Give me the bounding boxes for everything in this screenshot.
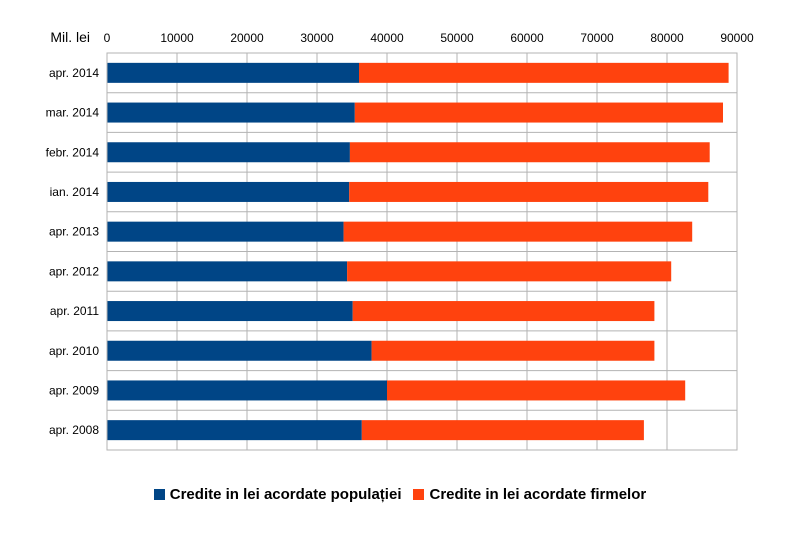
bar-firme	[361, 420, 644, 441]
bar-firme	[359, 62, 729, 83]
category-label: apr. 2009	[49, 383, 99, 397]
x-tick-label: 10000	[160, 31, 194, 45]
unit-label: Mil. lei	[50, 29, 90, 45]
x-tick-label: 0	[104, 31, 111, 45]
x-tick-label: 30000	[300, 31, 334, 45]
legend-item-firme: Credite in lei acordate firmelor	[413, 486, 646, 503]
bar-populatie	[107, 221, 344, 242]
bar-populatie	[107, 420, 362, 441]
legend-swatch-populatie	[153, 489, 165, 500]
legend-label-populatie: Credite in lei acordate populației	[169, 486, 402, 503]
category-label: apr. 2014	[49, 66, 99, 80]
bar-firme	[347, 261, 672, 282]
bar-populatie	[107, 142, 350, 163]
bar-populatie	[107, 301, 353, 322]
category-label: apr. 2010	[49, 344, 99, 358]
bar-firme	[354, 102, 723, 123]
bar-populatie	[107, 261, 348, 282]
legend: Credite in lei acordate populației Credi…	[0, 486, 800, 503]
bar-populatie	[107, 380, 387, 401]
category-labels: apr. 2014 mar. 2014 febr. 2014 ian. 2014 apr…	[46, 66, 100, 437]
x-tick-label: 70000	[580, 31, 614, 45]
legend-swatch-firme	[413, 489, 425, 500]
bar-firme	[371, 340, 655, 361]
bar-populatie	[107, 62, 359, 83]
bars	[107, 62, 729, 441]
x-tick-label: 60000	[510, 31, 544, 45]
legend-item-populatie: Credite in lei acordate populației	[153, 486, 402, 503]
plot-frame	[106, 52, 738, 451]
bar-firme	[352, 301, 655, 322]
category-label: mar. 2014	[46, 106, 100, 120]
category-label: apr. 2008	[49, 423, 99, 437]
bar-firme	[349, 142, 710, 163]
bar-populatie	[107, 340, 372, 361]
category-label: apr. 2012	[49, 264, 99, 278]
bar-firme	[387, 380, 686, 401]
x-tick-labels: 0 10000 20000 30000 40000 50000 60000 70000 8000…	[104, 31, 754, 45]
x-tick-label: 40000	[370, 31, 404, 45]
bar-populatie	[107, 181, 350, 202]
bar-firme	[349, 181, 709, 202]
x-tick-label: 80000	[650, 31, 684, 45]
category-label: febr. 2014	[46, 145, 100, 159]
category-label: ian. 2014	[50, 185, 100, 199]
bar-populatie	[107, 102, 355, 123]
category-label: apr. 2013	[49, 225, 99, 239]
x-tick-label: 20000	[230, 31, 264, 45]
x-tick-label: 90000	[720, 31, 754, 45]
category-label: apr. 2011	[50, 304, 99, 318]
bar-firme	[343, 221, 693, 242]
legend-label-firme: Credite in lei acordate firmelor	[429, 486, 647, 503]
x-tick-label: 50000	[440, 31, 474, 45]
